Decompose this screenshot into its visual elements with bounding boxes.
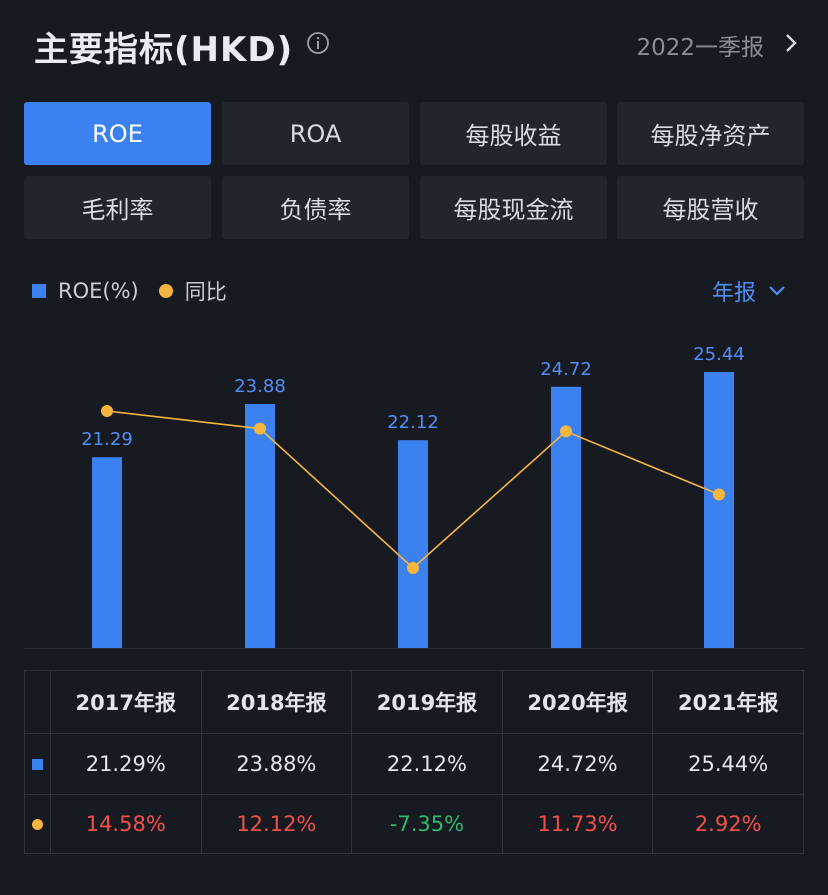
yoy-cell: 12.12% — [200, 795, 352, 853]
roe-chart: 21.29 23.88 22.12 24.72 25.44 — [24, 344, 804, 649]
roe-cell: 21.29% — [49, 734, 201, 794]
table-header-cell: 2020年报 — [501, 671, 653, 733]
roe-legend-marker — [32, 284, 46, 298]
tab-debt-ratio[interactable]: 负债率 — [222, 176, 409, 239]
roe-cell: 24.72% — [501, 734, 653, 794]
table-corner — [25, 671, 50, 733]
yoy-point — [560, 425, 572, 438]
info-icon[interactable] — [306, 31, 330, 55]
tab-cashflow-per-share[interactable]: 每股现金流 — [420, 176, 607, 239]
frequency-label: 年报 — [711, 281, 756, 306]
tab-eps[interactable]: 每股收益 — [420, 102, 607, 165]
table-header-cell: 2021年报 — [652, 671, 803, 733]
roe-bar — [704, 372, 734, 648]
table-header-row: 2017年报 2018年报 2019年报 2020年报 2021年报 — [25, 671, 803, 733]
roe-cell: 25.44% — [652, 734, 803, 794]
roe-bar-label: 23.88 — [234, 376, 286, 397]
table-row-yoy: 14.58% 12.12% -7.35% 11.73% 2.92% — [25, 794, 803, 853]
yoy-legend-label: 同比 — [184, 280, 227, 304]
yoy-point — [254, 422, 266, 435]
yoy-dot-marker — [31, 818, 43, 830]
yoy-legend-marker — [158, 284, 173, 298]
table-header-cell: 2019年报 — [351, 671, 502, 733]
page-title: 主要指标(HKD) — [34, 30, 294, 70]
table-row-roe: 21.29% 23.88% 22.12% 24.72% 25.44% — [25, 733, 803, 794]
yoy-cell: 11.73% — [501, 795, 653, 853]
tab-bvps[interactable]: 每股净资产 — [617, 102, 804, 165]
roe-bar-label: 22.12 — [387, 412, 439, 433]
tab-gross-margin[interactable]: 毛利率 — [24, 176, 211, 239]
data-table: 2017年报 2018年报 2019年报 2020年报 2021年报 21.29… — [24, 670, 804, 854]
roe-bar-label: 24.72 — [540, 359, 592, 380]
yoy-point — [407, 562, 419, 574]
roe-legend-label: ROE(%) — [58, 279, 139, 303]
roe-cell: 23.88% — [200, 734, 352, 794]
yoy-point — [713, 488, 725, 501]
table-header-cell: 2017年报 — [49, 671, 201, 733]
header: 主要指标(HKD) 2022一季报 — [0, 0, 828, 90]
roe-bar — [398, 440, 428, 648]
yoy-point — [101, 405, 113, 417]
yoy-cell: 14.58% — [49, 795, 201, 853]
roe-cell: 22.12% — [351, 734, 502, 794]
chart-legend: ROE(%) 同比 — [32, 276, 247, 306]
yoy-cell: 2.92% — [652, 795, 803, 853]
yoy-cell: -7.35% — [351, 795, 502, 853]
roe-row-marker — [25, 734, 50, 794]
tab-roa[interactable]: ROA — [222, 102, 409, 165]
roe-bar — [245, 404, 275, 648]
tab-roe[interactable]: ROE — [24, 102, 211, 165]
chevron-down-icon — [769, 286, 785, 296]
table-header-cell: 2018年报 — [200, 671, 352, 733]
roe-bar-label: 25.44 — [693, 344, 745, 365]
chevron-right-icon[interactable] — [784, 32, 798, 54]
frequency-dropdown[interactable]: 年报 — [712, 276, 786, 306]
roe-square-marker — [31, 758, 43, 770]
yoy-row-marker — [25, 795, 50, 853]
roe-bar — [92, 457, 122, 648]
tab-revenue-per-share[interactable]: 每股营收 — [617, 176, 804, 239]
report-period-selector[interactable]: 2022一季报 — [636, 35, 764, 61]
roe-bar-label: 21.29 — [81, 429, 133, 450]
